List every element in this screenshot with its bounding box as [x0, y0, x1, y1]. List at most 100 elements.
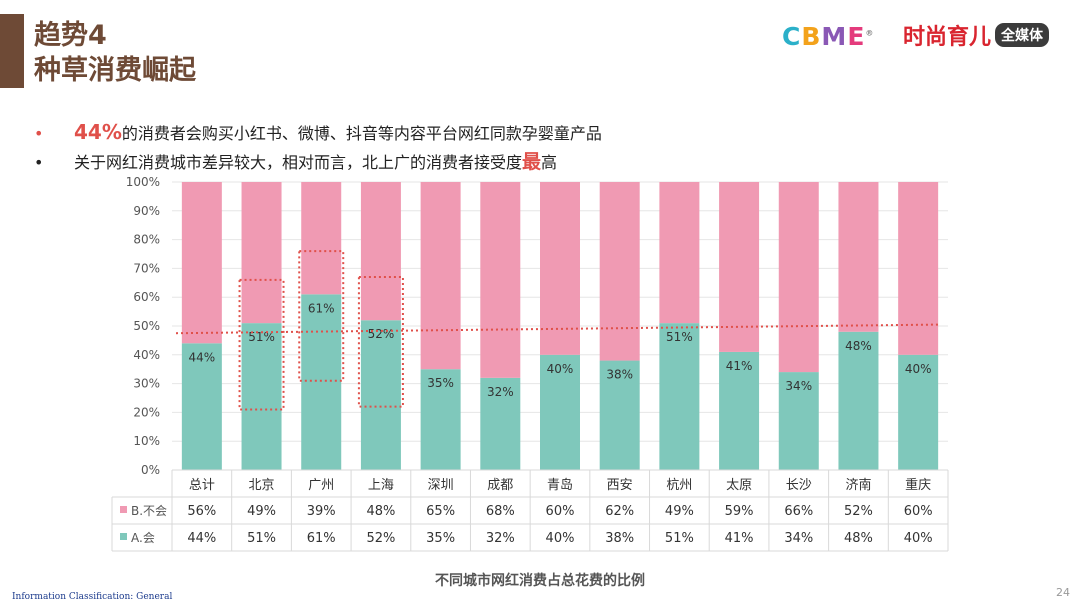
bar-series-a	[540, 354, 580, 470]
data-label: 51%	[248, 330, 275, 344]
table-cell: 51%	[247, 531, 276, 546]
y-tick-label: 100%	[126, 175, 160, 189]
table-cell: 32%	[486, 531, 515, 546]
y-tick-label: 10%	[133, 434, 160, 448]
legend-label: B.不会	[131, 504, 167, 518]
info-classification: Information Classification: General	[12, 592, 173, 602]
category-label: 广州	[308, 478, 334, 493]
bar-series-b	[181, 182, 222, 344]
table-cell: 48%	[844, 531, 873, 546]
table-cell: 52%	[366, 531, 395, 546]
table-cell: 40%	[546, 531, 575, 546]
data-label: 41%	[726, 359, 753, 373]
table-cell: 56%	[187, 504, 216, 519]
table-cell: 51%	[665, 531, 694, 546]
category-label: 重庆	[905, 477, 931, 493]
bar-series-a	[719, 351, 760, 470]
table-cell: 49%	[665, 504, 694, 519]
data-label: 40%	[905, 362, 932, 376]
bar-series-b	[241, 182, 282, 324]
table-cell: 59%	[725, 504, 754, 519]
table-cell: 60%	[546, 504, 575, 519]
y-tick-label: 60%	[133, 290, 160, 304]
table-cell: 66%	[784, 504, 813, 519]
bullet-item-2: • 关于网红消费城市差异较大，相对而言，北上广的消费者接受度最高	[34, 148, 602, 177]
bullet-text-2b: 高	[541, 153, 558, 172]
data-label: 32%	[487, 385, 514, 399]
bar-series-b	[360, 182, 401, 321]
y-tick-label: 50%	[133, 319, 160, 333]
bullet-text-2a: 关于网红消费城市差异较大，相对而言，北上广的消费者接受度	[74, 153, 523, 172]
page-number: 24	[1056, 586, 1070, 599]
category-label: 上海	[368, 478, 394, 493]
bar-series-a	[659, 323, 700, 470]
table-cell: 62%	[605, 504, 634, 519]
table-cell: 60%	[904, 504, 933, 519]
data-label: 40%	[547, 362, 574, 376]
y-tick-label: 20%	[133, 405, 160, 419]
bar-series-b	[599, 182, 640, 361]
category-label: 北京	[249, 478, 275, 493]
y-tick-label: 40%	[133, 348, 160, 362]
bullet-dot: •	[34, 153, 44, 172]
table-cell: 34%	[784, 531, 813, 546]
data-label: 51%	[666, 330, 693, 344]
table-cell: 52%	[844, 504, 873, 519]
chart-title: 不同城市网红消费占总花费的比例	[435, 573, 645, 589]
table-cell: 49%	[247, 504, 276, 519]
shishang-logo-text: 时尚育儿	[903, 24, 992, 50]
table-cell: 44%	[187, 531, 216, 546]
highlight-box	[238, 278, 285, 411]
trend-line	[175, 323, 941, 335]
table-cell: 39%	[307, 504, 336, 519]
category-label: 成都	[487, 478, 513, 493]
legend-label: A.会	[131, 531, 155, 545]
highlight-box	[298, 250, 345, 382]
bar-series-a	[241, 323, 282, 470]
y-tick-label: 70%	[133, 261, 160, 275]
category-label: 青岛	[547, 477, 573, 493]
bar-series-a	[420, 369, 461, 470]
table-cell: 41%	[725, 531, 754, 546]
category-label: 济南	[845, 477, 871, 493]
data-label: 44%	[189, 350, 216, 364]
data-label: 61%	[308, 301, 335, 315]
y-tick-label: 0%	[141, 463, 160, 477]
bar-series-b	[898, 182, 939, 355]
data-label: 34%	[785, 379, 812, 393]
category-label: 总计	[189, 478, 215, 493]
shishang-logo: 时尚育儿 全媒体	[903, 20, 1050, 50]
bar-series-b	[659, 182, 700, 324]
title-line-1: 趋势4	[34, 20, 107, 51]
legend-swatch	[120, 506, 127, 513]
table-cell: 38%	[605, 531, 634, 546]
bar-series-a	[181, 343, 222, 470]
bullet-dot: •	[34, 124, 44, 143]
title-line-2: 种草消费崛起	[34, 55, 196, 86]
bar-series-b	[838, 182, 879, 332]
y-tick-label: 90%	[133, 204, 160, 218]
bar-series-a	[480, 377, 521, 470]
bar-series-b	[480, 182, 521, 378]
bullet-item-1: • 44%的消费者会购买小红书、微博、抖音等内容平台网红同款孕婴童产品	[34, 118, 602, 148]
bar-series-a	[360, 320, 401, 470]
bullet-list: • 44%的消费者会购买小红书、微博、抖音等内容平台网红同款孕婴童产品 • 关于…	[34, 118, 602, 177]
bar-series-a	[301, 294, 342, 470]
table-cell: 48%	[366, 504, 395, 519]
bar-series-b	[778, 182, 819, 373]
cbme-logo: CBME®	[782, 22, 875, 51]
table-cell: 35%	[426, 531, 455, 546]
table-cell: 61%	[307, 531, 336, 546]
category-label: 西安	[607, 478, 633, 493]
category-label: 深圳	[428, 478, 454, 493]
y-tick-label: 80%	[133, 233, 160, 247]
bar-series-b	[719, 182, 760, 352]
bar-series-b	[540, 182, 580, 355]
bullet-highlight-zui: 最	[522, 151, 542, 173]
data-label: 35%	[427, 376, 454, 390]
bar-series-a	[599, 360, 640, 470]
category-label: 太原	[726, 478, 752, 493]
title-accent-bar	[0, 14, 24, 88]
table-cell: 68%	[486, 504, 515, 519]
